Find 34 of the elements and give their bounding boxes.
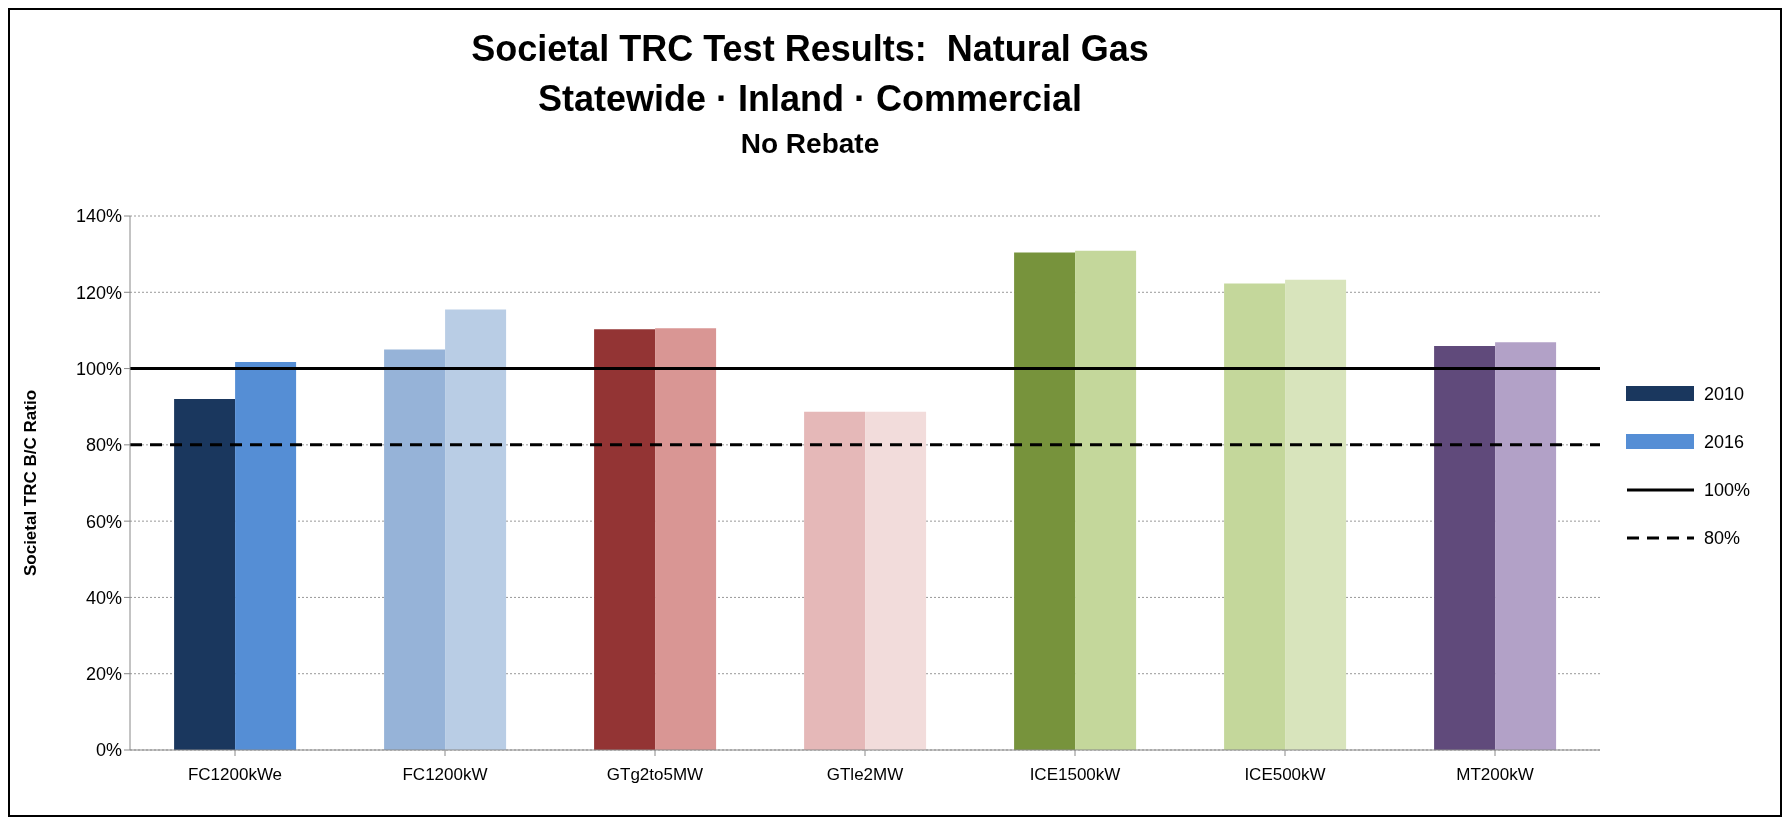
y-tick-label: 0% xyxy=(95,740,122,761)
x-tick-label: GTg2to5MW xyxy=(606,765,704,785)
bar xyxy=(594,329,656,750)
bar xyxy=(865,411,927,750)
bar xyxy=(1285,279,1347,750)
bar xyxy=(655,328,717,750)
bar xyxy=(804,411,866,750)
legend-label: 100% xyxy=(1703,479,1750,501)
x-tick-label: GTle2MW xyxy=(826,765,904,785)
bar xyxy=(174,399,236,750)
x-tick-label: FC1200kW xyxy=(402,765,488,785)
y-tick-label: 40% xyxy=(85,587,122,608)
chart-title: Societal TRC Test Results: Natural Gas Statewide · Inland · Commercial xyxy=(470,27,1150,121)
y-tick-label: 140% xyxy=(75,206,122,227)
bar xyxy=(1495,342,1557,750)
x-tick-label: ICE500kW xyxy=(1244,765,1326,785)
y-tick-label: 60% xyxy=(85,511,122,532)
y-tick-label: 100% xyxy=(75,358,122,379)
legend-label: 2016 xyxy=(1703,431,1744,453)
chart-subtitle: No Rebate xyxy=(739,127,881,161)
bar xyxy=(235,362,297,750)
y-axis-title: Societal TRC B/C Ratio xyxy=(21,389,41,577)
legend-label: 2010 xyxy=(1703,383,1744,405)
x-tick-label: ICE1500kW xyxy=(1029,765,1121,785)
y-tick-label: 20% xyxy=(85,664,122,685)
x-tick-label: MT200kW xyxy=(1456,765,1534,785)
x-tick-label: FC1200kWe xyxy=(187,765,283,785)
bar xyxy=(1014,252,1076,750)
bar xyxy=(445,309,507,750)
y-tick-label: 120% xyxy=(75,282,122,303)
bar xyxy=(384,349,446,750)
legend-label: 80% xyxy=(1703,527,1740,549)
bar xyxy=(1434,346,1496,750)
y-tick-label: 80% xyxy=(85,435,122,456)
